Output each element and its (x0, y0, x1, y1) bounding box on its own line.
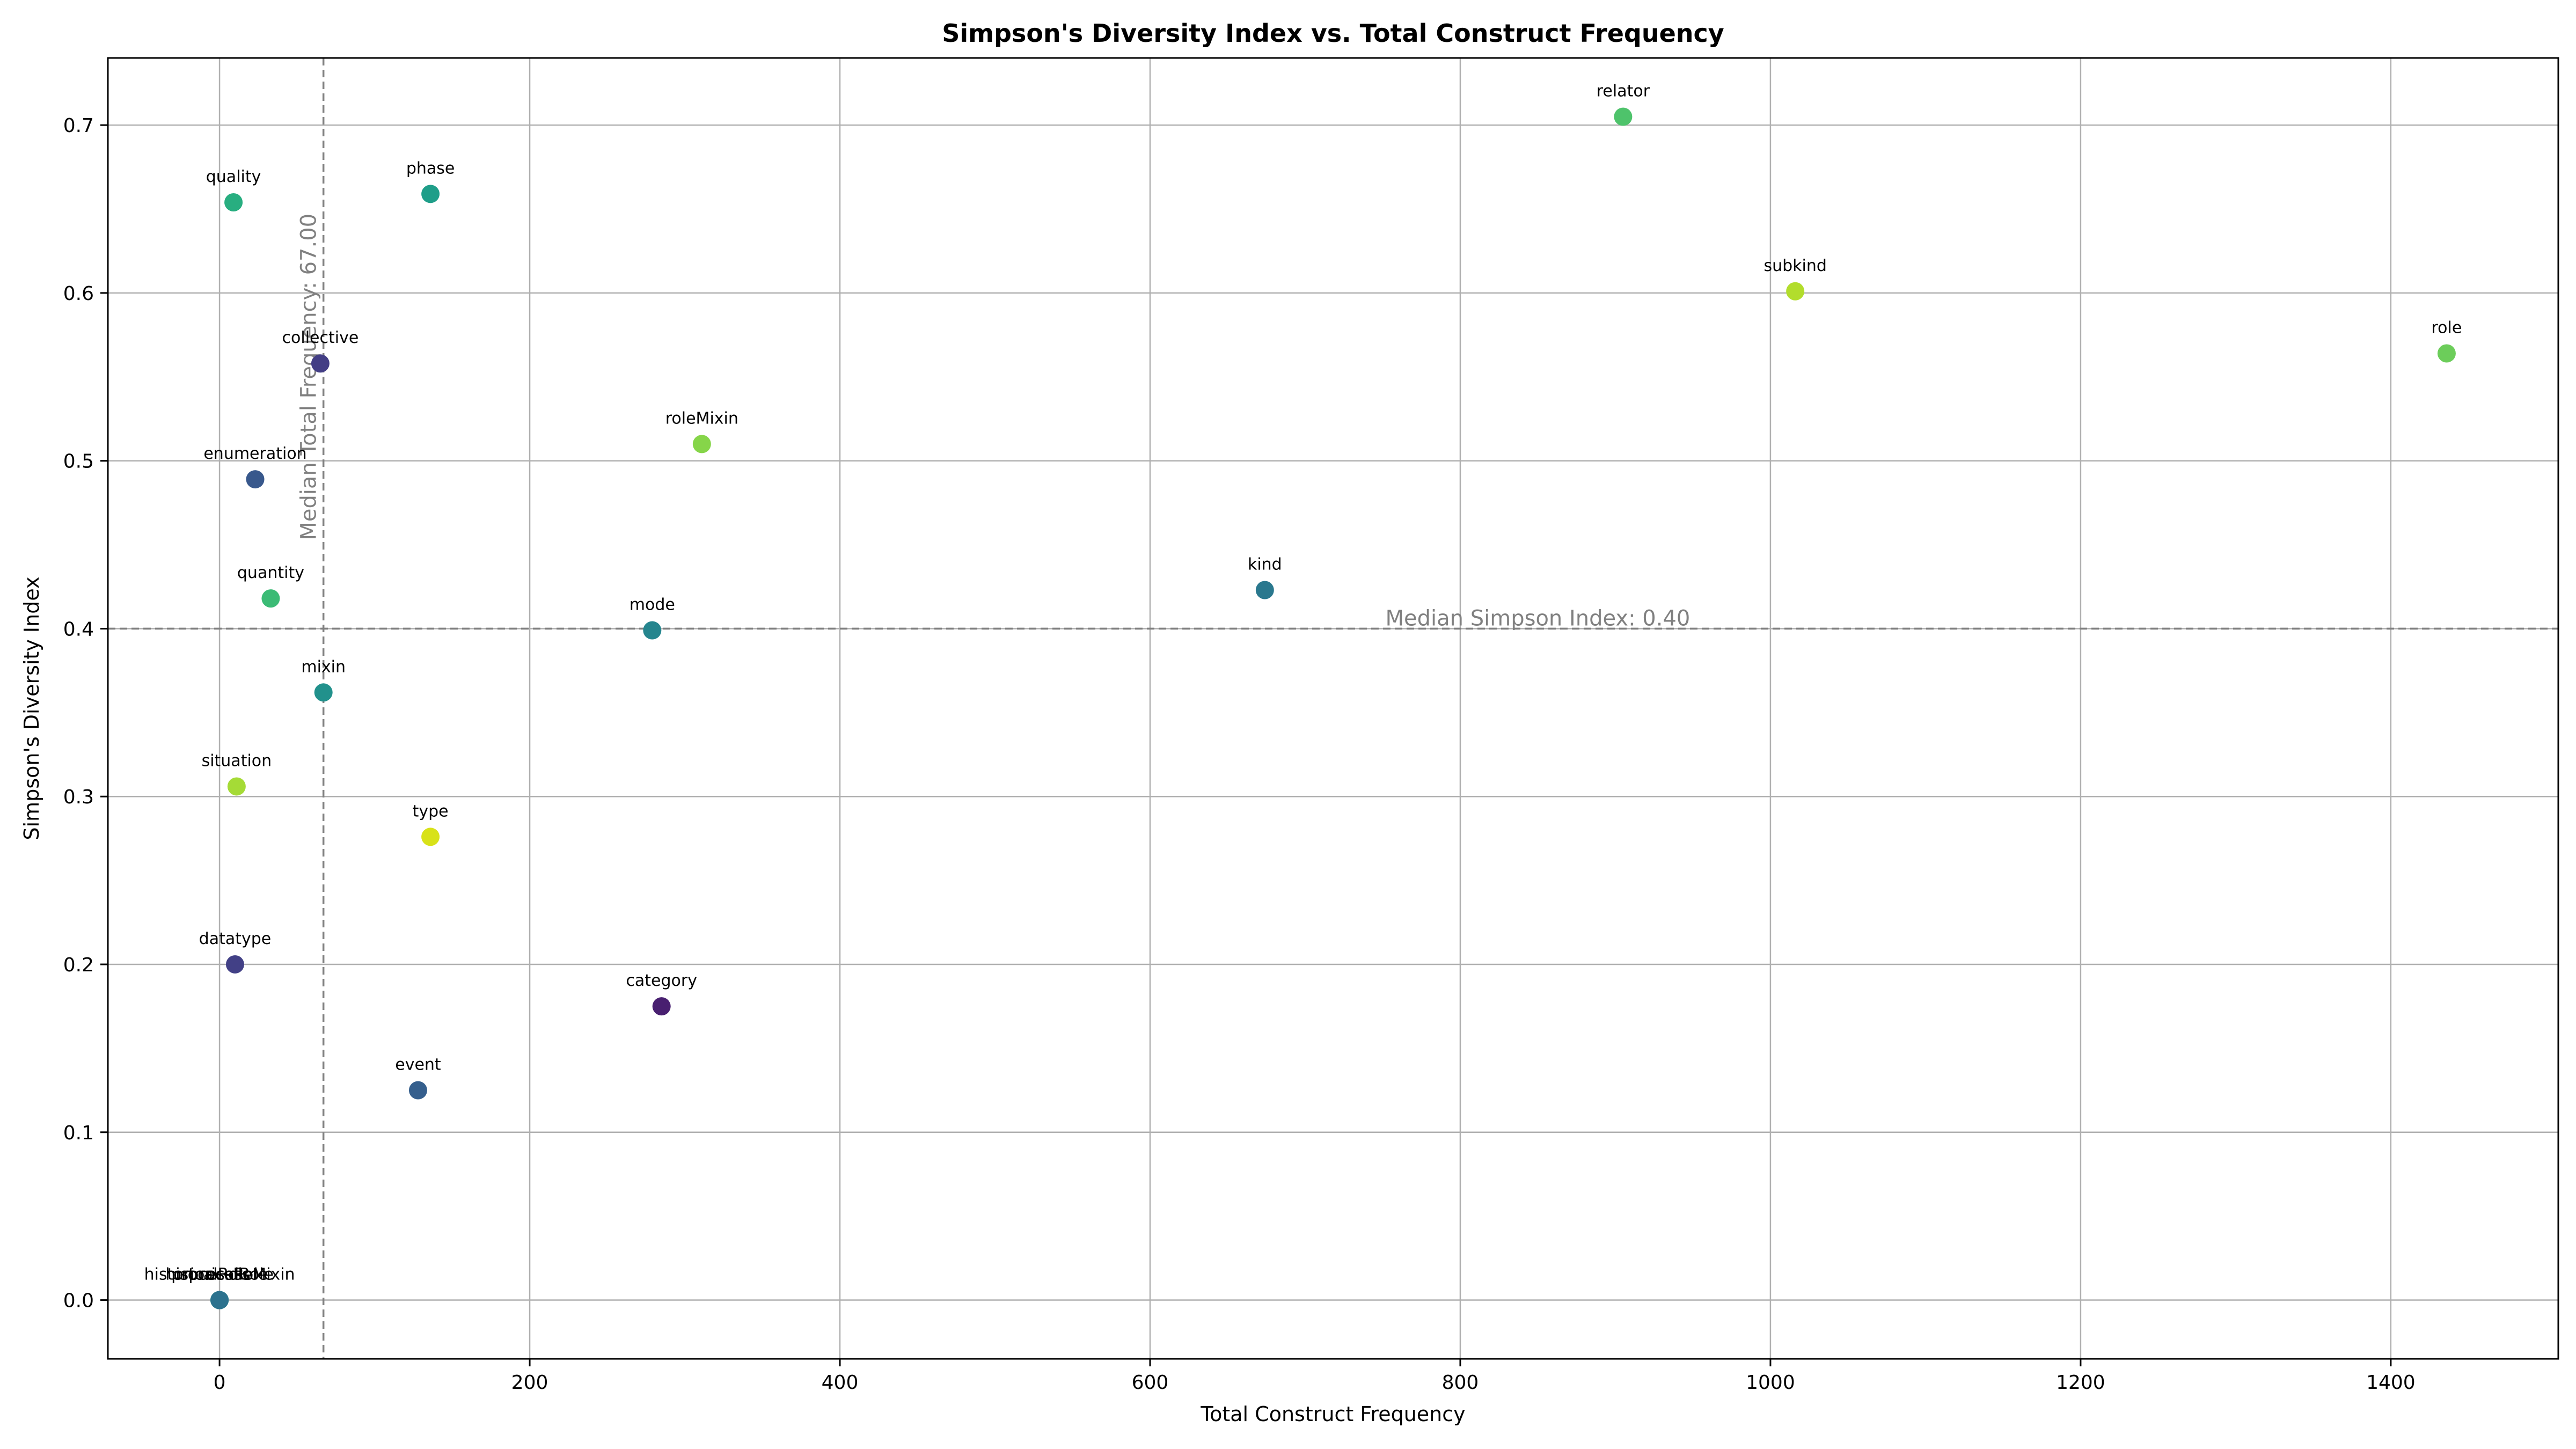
y-tick-label: 0.1 (63, 1122, 94, 1144)
data-point (246, 470, 265, 489)
point-labels-layer: relator subkind role phase quality collective… (144, 82, 2462, 1284)
data-point-label: collective (282, 328, 359, 347)
data-point-label: type (413, 802, 449, 821)
data-point-label: datatype (199, 930, 272, 948)
data-point-label: relator (1597, 82, 1650, 100)
x-tick-label: 600 (1132, 1372, 1169, 1394)
data-point (652, 997, 671, 1016)
data-point-label: historicalRole (165, 1265, 274, 1284)
data-point (408, 1081, 427, 1100)
y-tick-label: 0.6 (63, 283, 94, 305)
x-axis-label: Total Construct Frequency (1200, 1402, 1465, 1426)
data-point-label: event (395, 1056, 441, 1074)
grid-layer (108, 58, 2558, 1359)
data-point-label: situation (202, 751, 272, 770)
data-point-label: kind (1248, 555, 1282, 574)
data-point (2437, 344, 2456, 363)
median-simpson-label: Median Simpson Index: 0.40 (1386, 606, 1690, 631)
x-tick-label: 800 (1442, 1372, 1479, 1394)
data-point-label: mixin (301, 657, 346, 676)
data-point (1614, 107, 1633, 126)
y-tick-label: 0.2 (63, 954, 94, 976)
y-tick-label: 0.4 (63, 618, 94, 640)
data-point (421, 828, 440, 846)
y-axis-label: Simpson's Diversity Index (20, 576, 43, 840)
y-tick-label: 0.3 (63, 786, 94, 808)
data-point-label: processRole (171, 1265, 268, 1284)
data-point (1786, 282, 1805, 301)
y-tick-label: 0.0 (63, 1290, 94, 1312)
points-layer (210, 107, 2456, 1309)
data-point (225, 955, 244, 974)
data-point (314, 683, 333, 702)
data-point-label: role (2432, 318, 2462, 337)
median-frequency-label: Median Total Frequency: 67.00 (297, 214, 321, 540)
data-point-label: roleMixin (665, 409, 738, 428)
data-point (224, 193, 243, 211)
data-point-label: quantity (237, 564, 304, 582)
data-point (692, 435, 711, 453)
data-point-label: quality (206, 167, 261, 186)
data-point-label: mode (630, 596, 675, 614)
data-point-label: subkind (1763, 257, 1826, 275)
data-point (421, 185, 440, 203)
data-point (261, 589, 280, 608)
data-point-label: enumeration (203, 444, 306, 463)
data-point (227, 777, 246, 796)
data-point-label: process (188, 1265, 250, 1284)
data-point (311, 354, 330, 373)
x-tick-label: 400 (822, 1372, 859, 1394)
x-tick-label: 1200 (2056, 1372, 2105, 1394)
x-tick-label: 0 (214, 1372, 226, 1394)
data-point (1255, 581, 1274, 599)
data-point (210, 1291, 229, 1309)
plot-frame (107, 57, 2559, 1360)
data-point-label: historicalRoleMixin (144, 1265, 295, 1284)
data-point (643, 621, 662, 640)
chart-title: Simpson's Diversity Index vs. Total Cons… (942, 19, 1724, 48)
x-tick-label: 200 (511, 1372, 548, 1394)
axes-layer: 0 200 400 600 800 1000 1200 1400 0.0 0.1 0.2 0.3 0.4… (63, 57, 2559, 1394)
x-tick-label: 1400 (2366, 1372, 2416, 1394)
y-tick-label: 0.7 (63, 115, 94, 137)
median-layer: Median Simpson Index: 0.40 Median Total F… (108, 58, 2558, 1359)
data-point-label: phase (406, 159, 455, 178)
y-tick-label: 0.5 (63, 451, 94, 473)
x-tick-label: 1000 (1746, 1372, 1795, 1394)
data-point-label: category (626, 971, 697, 990)
